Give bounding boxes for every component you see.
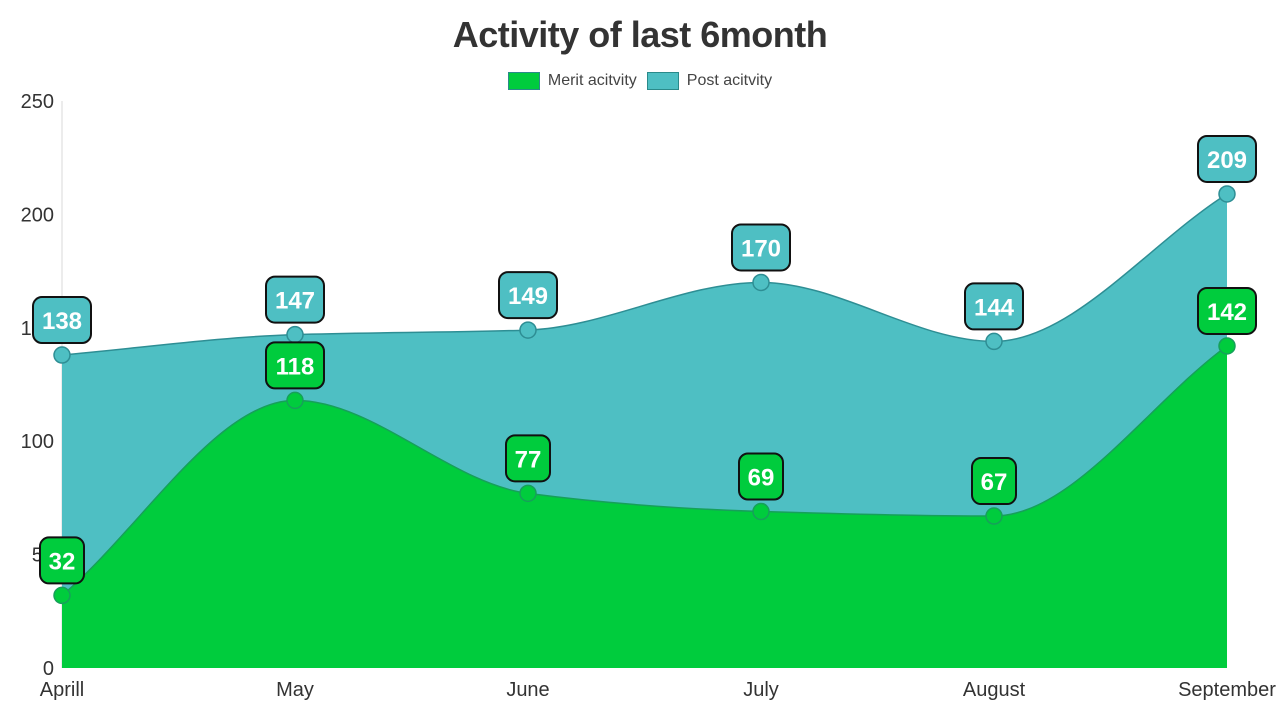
data-point (286, 325, 304, 344)
data-point (752, 273, 770, 292)
data-label-box (265, 341, 325, 390)
data-label: 67 (981, 469, 1008, 496)
data-label: 32 (49, 548, 76, 575)
legend-swatch-merit (507, 72, 540, 90)
data-label: 170 (741, 235, 781, 262)
x-tick-label: Aprill (40, 679, 84, 701)
legend: Merit acitvity Post acitvity (0, 72, 1280, 90)
data-label-box (971, 457, 1017, 506)
data-label-box (1197, 286, 1257, 335)
x-tick-label: July (743, 679, 779, 701)
legend-label-post: Post acitvity (686, 72, 773, 89)
data-label-box (39, 536, 85, 585)
data-point (985, 507, 1003, 525)
data-label: 209 (1207, 147, 1247, 174)
data-label: 77 (515, 446, 542, 473)
data-point (752, 502, 770, 521)
data-point (1218, 185, 1236, 203)
data-point (519, 321, 537, 339)
x-tick-label: June (506, 679, 549, 701)
data-label-box (738, 452, 784, 501)
data-label: 149 (508, 283, 548, 310)
y-tick-label: 100 (21, 431, 54, 453)
legend-swatch-post (646, 72, 679, 90)
data-point (985, 332, 1003, 351)
data-point (53, 586, 71, 605)
x-tick-label: September (1178, 679, 1276, 701)
data-point (53, 346, 71, 364)
legend-entry-merit[interactable]: Merit acitvity (507, 72, 637, 90)
data-label-box (1197, 134, 1257, 183)
data-label: 142 (1207, 299, 1247, 326)
data-point (286, 391, 304, 410)
data-point (1218, 337, 1236, 355)
chart-title: Activity of last 6month (452, 14, 828, 55)
data-label: 118 (276, 353, 315, 380)
x-tick-label: May (276, 679, 314, 701)
legend-entry-post[interactable]: Post acitvity (646, 72, 773, 90)
data-point (519, 484, 537, 503)
legend-label-merit: Merit acitvity (547, 72, 637, 89)
y-tick-label: 250 (21, 91, 54, 113)
data-label-box (731, 223, 791, 272)
data-label-box (265, 275, 325, 324)
data-label: 144 (974, 294, 1015, 321)
data-label: 147 (275, 288, 315, 315)
series-line-0 (61, 345, 1228, 596)
y-tick-label: 200 (21, 204, 54, 226)
series-line-1 (61, 193, 1228, 356)
data-label-box (964, 282, 1024, 331)
data-label-box (32, 296, 92, 345)
data-label-box (505, 434, 551, 483)
y-tick-label: 0 (43, 658, 54, 680)
series-area-0 (62, 345, 1227, 668)
x-tick-label: August (963, 679, 1026, 701)
data-label-box (498, 271, 558, 320)
data-label: 138 (42, 308, 82, 335)
data-label: 69 (748, 465, 775, 492)
